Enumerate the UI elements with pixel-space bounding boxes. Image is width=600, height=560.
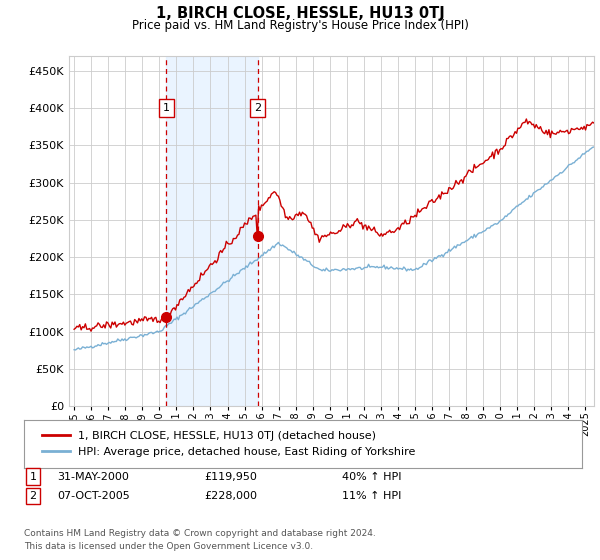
- Text: 1: 1: [163, 103, 170, 113]
- Text: 31-MAY-2000: 31-MAY-2000: [57, 472, 129, 482]
- Text: £119,950: £119,950: [204, 472, 257, 482]
- Text: 2: 2: [254, 103, 261, 113]
- Text: 07-OCT-2005: 07-OCT-2005: [57, 491, 130, 501]
- Text: 1, BIRCH CLOSE, HESSLE, HU13 0TJ: 1, BIRCH CLOSE, HESSLE, HU13 0TJ: [155, 6, 445, 21]
- Text: 11% ↑ HPI: 11% ↑ HPI: [342, 491, 401, 501]
- Text: Contains HM Land Registry data © Crown copyright and database right 2024.
This d: Contains HM Land Registry data © Crown c…: [24, 529, 376, 550]
- Bar: [166, 56, 257, 406]
- Text: 40% ↑ HPI: 40% ↑ HPI: [342, 472, 401, 482]
- Text: £228,000: £228,000: [204, 491, 257, 501]
- Text: Price paid vs. HM Land Registry's House Price Index (HPI): Price paid vs. HM Land Registry's House …: [131, 19, 469, 32]
- Text: 1: 1: [29, 472, 37, 482]
- Text: 2: 2: [29, 491, 37, 501]
- Legend: 1, BIRCH CLOSE, HESSLE, HU13 0TJ (detached house), HPI: Average price, detached : 1, BIRCH CLOSE, HESSLE, HU13 0TJ (detach…: [35, 424, 422, 463]
